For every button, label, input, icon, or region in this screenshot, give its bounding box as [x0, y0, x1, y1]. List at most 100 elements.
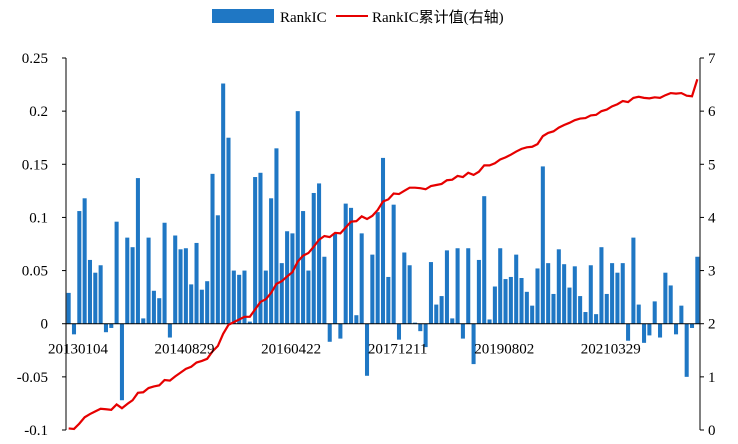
- bar-77: [476, 259, 481, 324]
- bar-102: [610, 263, 615, 324]
- x-axis-ticks: 20130104 20140829 20160422 20171211 20190802…: [48, 342, 641, 358]
- bar-67: [423, 323, 428, 348]
- bar-17: [157, 298, 162, 324]
- bar-60: [386, 276, 391, 324]
- bar-105: [626, 323, 631, 341]
- bar-29: [221, 83, 226, 324]
- left-tick-label-7: 0.25: [22, 51, 48, 67]
- x-tick-label-3: 20171211: [368, 342, 427, 358]
- bar-74: [460, 323, 465, 339]
- bar-48: [322, 256, 327, 324]
- bar-30: [226, 137, 231, 324]
- bar-2: [77, 211, 82, 324]
- bar-35: [253, 177, 258, 324]
- bar-12: [130, 247, 135, 324]
- bar-68: [428, 262, 433, 324]
- right-axis-ticks: 0 1 2 3 4 5 6 7: [700, 51, 716, 439]
- bar-39: [274, 148, 279, 324]
- right-tick-label-5: 5: [708, 157, 716, 173]
- legend-bar-label: RankIC: [280, 10, 327, 26]
- bar-58: [375, 212, 380, 324]
- bar-40: [279, 263, 284, 324]
- bar-106: [631, 237, 636, 324]
- bar-62: [396, 323, 402, 340]
- bar-80: [492, 286, 497, 324]
- legend: RankIC RankIC累计值(右轴): [212, 9, 504, 26]
- bar-38: [269, 198, 274, 324]
- left-tick-label-0: -0.1: [24, 423, 48, 439]
- bar-114: [674, 323, 679, 335]
- bar-95: [572, 266, 577, 324]
- bar-51: [338, 323, 343, 339]
- bar-16: [151, 290, 156, 324]
- bar-78: [482, 196, 487, 324]
- cumulative-line: [68, 78, 699, 431]
- bar-70: [439, 296, 444, 324]
- x-tick-label-0: 20130104: [48, 342, 109, 358]
- bar-85: [519, 278, 524, 324]
- bar-117: [689, 323, 695, 328]
- bar-55: [359, 233, 364, 324]
- bar-108: [642, 323, 647, 343]
- left-tick-label-4: 0.1: [29, 210, 48, 226]
- bar-69: [434, 304, 439, 324]
- x-tick-label-5: 20210329: [581, 342, 641, 358]
- bar-81: [498, 248, 503, 324]
- bar-63: [402, 252, 407, 324]
- bar-97: [583, 312, 588, 324]
- bar-103: [615, 272, 620, 324]
- bar-57: [370, 254, 375, 324]
- bar-71: [444, 250, 449, 324]
- bar-116: [684, 323, 689, 377]
- right-tick-label-7: 7: [708, 51, 716, 67]
- bar-110: [652, 301, 657, 324]
- bar-98: [588, 265, 593, 324]
- bar-45: [306, 270, 311, 324]
- bar-27: [210, 173, 215, 324]
- bar-52: [343, 203, 348, 324]
- bar-89: [540, 166, 545, 324]
- bar-84: [514, 254, 519, 324]
- bar-42: [290, 233, 295, 324]
- bar-96: [578, 296, 583, 324]
- bar-92: [556, 249, 561, 324]
- bar-56: [364, 323, 370, 376]
- bar-115: [679, 305, 684, 324]
- bar-19: [167, 323, 172, 338]
- bar-32: [237, 274, 242, 324]
- bar-series: [66, 83, 700, 401]
- x-tick-label-1: 20140829: [155, 342, 215, 358]
- left-tick-label-2: 0: [41, 317, 49, 333]
- left-tick-label-1: -0.05: [17, 370, 48, 386]
- bar-91: [551, 293, 556, 324]
- bar-7: [103, 323, 108, 333]
- bar-46: [311, 192, 316, 324]
- bar-66: [418, 323, 423, 332]
- right-tick-label-1: 1: [708, 370, 716, 386]
- bar-44: [301, 211, 306, 324]
- bar-10: [119, 323, 124, 401]
- left-axis-ticks: -0.1 -0.05 0 0.05 0.1 0.15 0.2 0.25: [17, 51, 66, 439]
- bar-36: [258, 172, 263, 324]
- right-tick-label-6: 6: [708, 104, 716, 120]
- left-tick-label-3: 0.05: [22, 264, 48, 280]
- bar-113: [668, 285, 673, 324]
- bar-1: [71, 323, 77, 335]
- bar-21: [178, 249, 183, 324]
- legend-bar-swatch: [212, 9, 274, 23]
- bar-72: [450, 318, 455, 324]
- bar-88: [535, 268, 540, 324]
- bar-99: [594, 314, 599, 324]
- bar-22: [183, 248, 188, 324]
- bar-111: [658, 323, 663, 338]
- bar-49: [327, 323, 332, 342]
- bar-65: [412, 322, 417, 324]
- left-tick-label-5: 0.15: [22, 157, 48, 173]
- bar-8: [109, 323, 114, 328]
- bar-28: [215, 215, 220, 324]
- bar-13: [135, 178, 140, 324]
- bar-43: [295, 111, 300, 324]
- bar-118: [695, 256, 700, 324]
- right-tick-label-2: 2: [708, 317, 716, 333]
